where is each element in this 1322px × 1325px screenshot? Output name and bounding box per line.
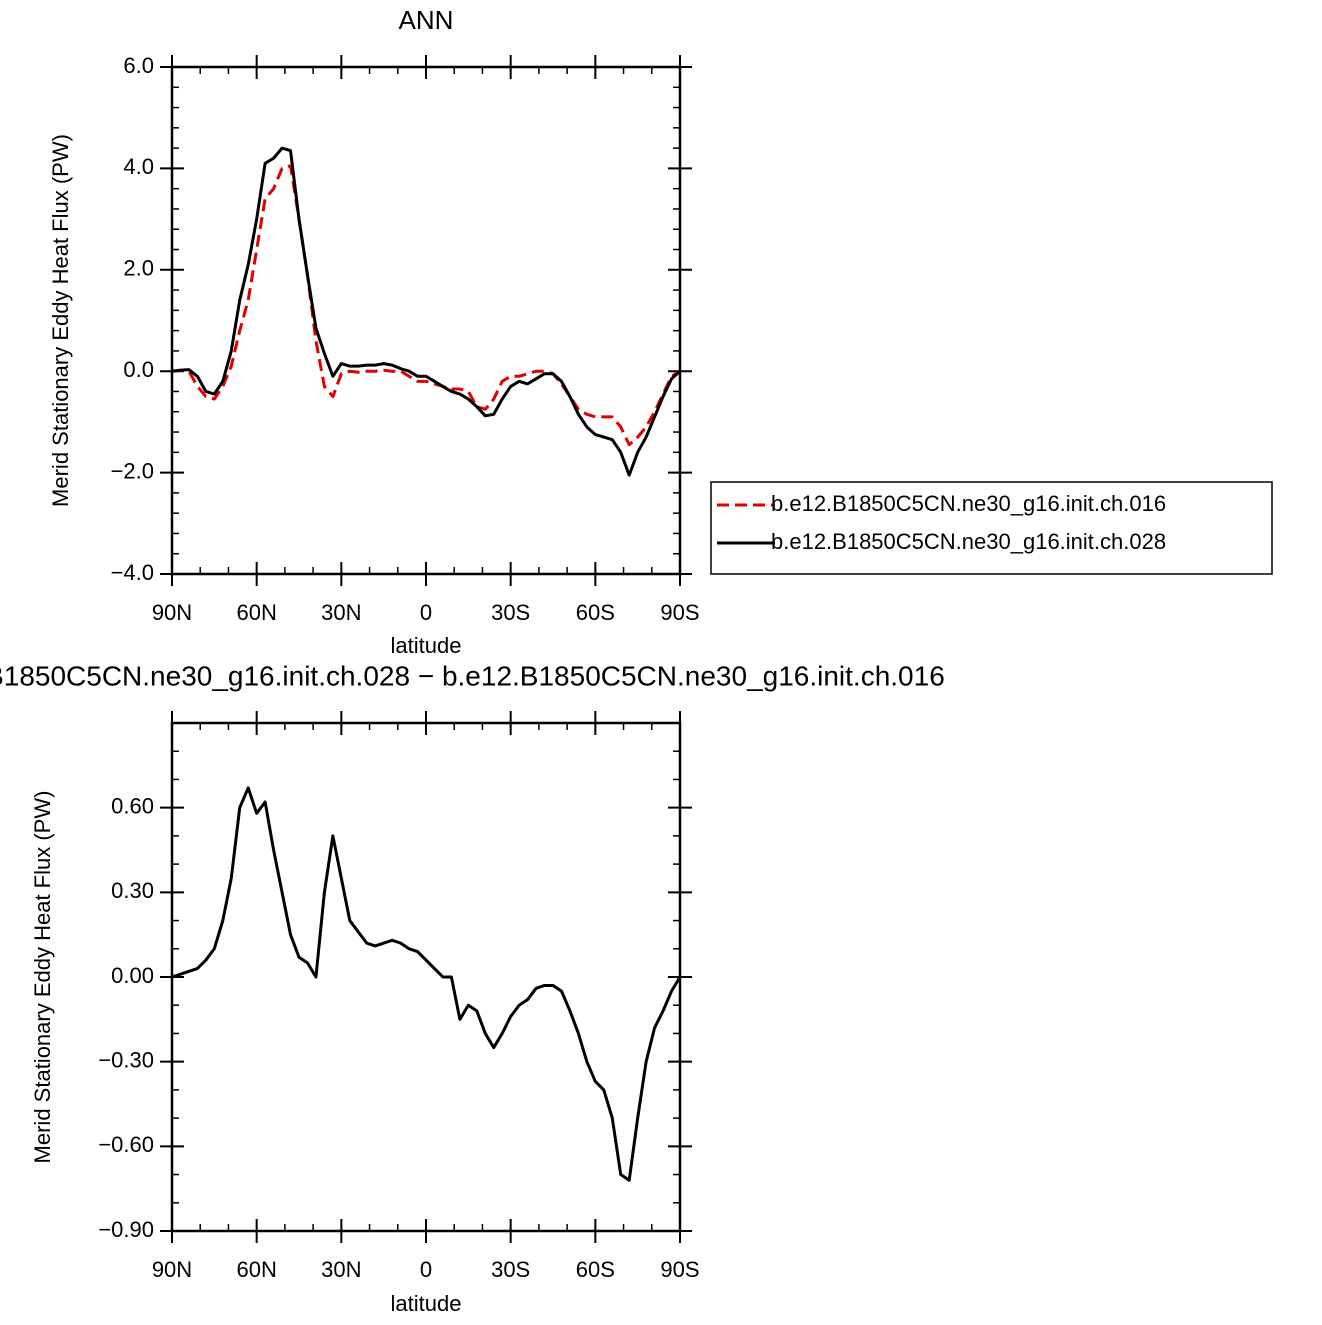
y-tick-label: −0.60 [98,1132,154,1157]
x-axis-label: latitude [391,633,462,658]
x-tick-label: 60S [576,600,615,625]
x-tick-label: 90N [152,1257,192,1282]
x-tick-label: 30N [321,600,361,625]
data-line [171,786,682,1182]
y-tick-label: −0.30 [98,1047,154,1072]
x-tick-label: 0 [420,600,432,625]
x-tick-label: 90S [660,600,699,625]
data-line [171,146,682,477]
plot-frame [170,721,682,1233]
legend-label: b.e12.B1850C5CN.ne30_g16.init.ch.028 [771,529,1166,554]
y-tick-label: 0.0 [123,357,154,382]
y-axis-label: Merid Stationary Eddy Heat Flux (PW) [48,134,73,507]
x-tick-label: 90S [660,1257,699,1282]
x-tick-label: 60N [236,600,276,625]
chart-title: ANN [399,5,454,35]
y-tick-label: −4.0 [111,560,154,585]
y-axis-label: Merid Stationary Eddy Heat Flux (PW) [30,791,55,1164]
plot-frame [170,65,682,576]
x-tick-label: 30N [321,1257,361,1282]
y-tick-label: 6.0 [123,53,154,78]
x-tick-label: 60N [236,1257,276,1282]
y-tick-label: 4.0 [123,154,154,179]
y-tick-label: 2.0 [123,256,154,281]
x-tick-label: 30S [491,1257,530,1282]
x-tick-label: 0 [420,1257,432,1282]
x-tick-label: 90N [152,600,192,625]
chart-title: b.e12.B1850C5CN.ne30_g16.init.ch.028 − b… [0,660,945,691]
x-tick-label: 30S [491,600,530,625]
y-tick-label: 0.30 [111,878,154,903]
y-tick-label: −0.90 [98,1217,154,1242]
y-tick-label: 0.00 [111,963,154,988]
y-tick-label: 0.60 [111,793,154,818]
legend-label: b.e12.B1850C5CN.ne30_g16.init.ch.016 [771,491,1166,516]
y-tick-label: −2.0 [111,458,154,483]
legend-box [710,481,1273,575]
x-axis-label: latitude [391,1291,462,1316]
data-line [171,164,681,447]
x-tick-label: 60S [576,1257,615,1282]
